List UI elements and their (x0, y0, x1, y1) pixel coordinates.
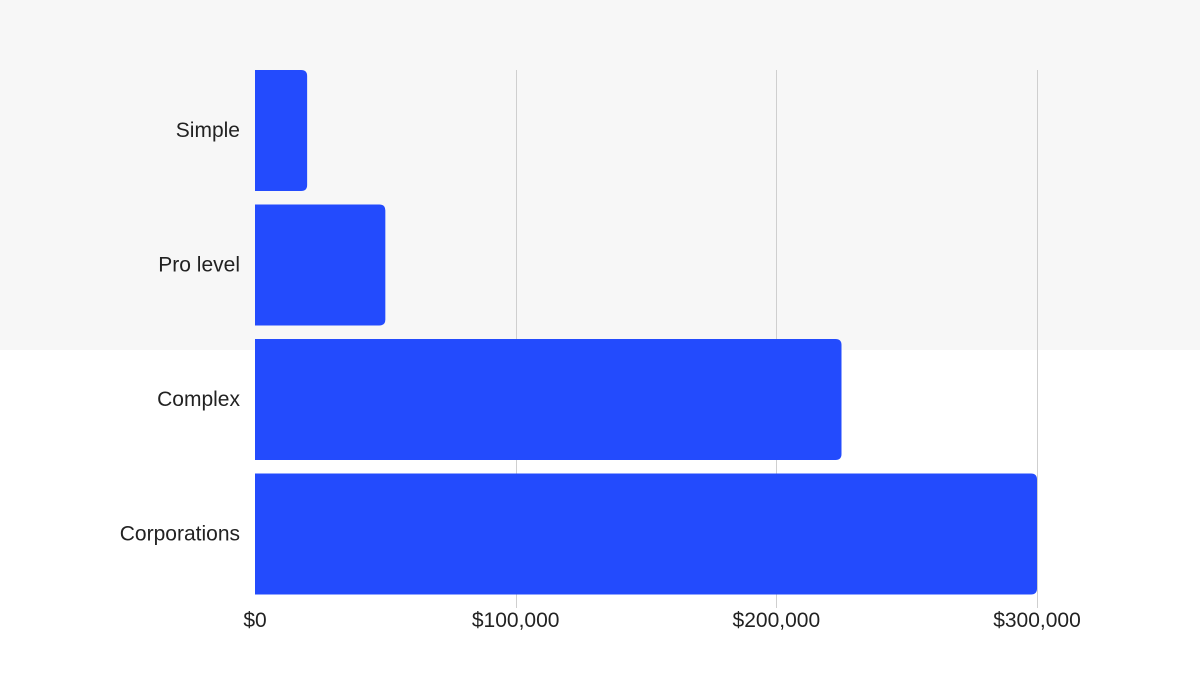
category-label-corporations: Corporations (120, 523, 240, 546)
category-labels: Simple Pro level Complex Corporations (120, 119, 241, 546)
x-axis-tick-labels: $0 $100,000 $200,000 $300,000 (243, 609, 1080, 632)
category-label-pro-level: Pro level (158, 254, 240, 277)
background-band (0, 0, 1200, 350)
bar-simple (255, 70, 308, 191)
bar-corporations (255, 473, 1037, 595)
bar-complex (255, 339, 842, 460)
bar-layer (255, 70, 1037, 595)
x-tick-label-0: $0 (243, 609, 266, 632)
x-tick-label-3: $300,000 (993, 609, 1081, 632)
bar-pro-level (255, 204, 386, 326)
category-label-simple: Simple (176, 119, 240, 142)
category-label-complex: Complex (157, 388, 240, 411)
x-tick-label-1: $100,000 (472, 609, 560, 632)
x-tick-label-2: $200,000 (733, 609, 821, 632)
